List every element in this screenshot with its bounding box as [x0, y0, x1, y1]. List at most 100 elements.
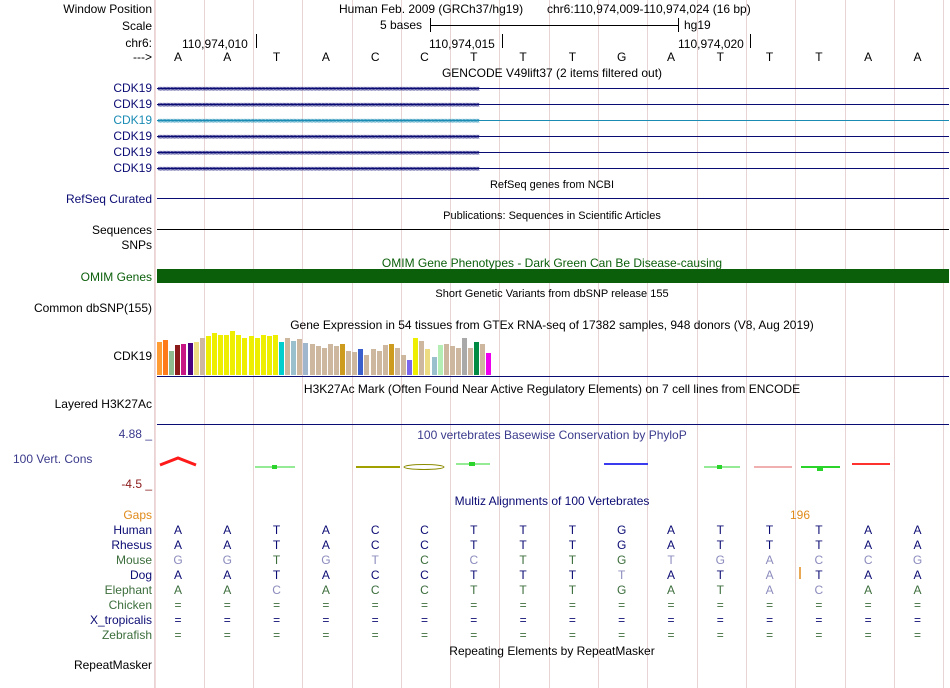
species-label[interactable]: X_tropicalis — [89, 613, 152, 627]
publications-track-label[interactable]: Sequences — [91, 223, 152, 237]
gtex-tissue-bar[interactable] — [248, 336, 254, 375]
gtex-tissue-bar[interactable] — [321, 348, 327, 375]
repeatmasker-track-label[interactable]: RepeatMasker — [73, 658, 152, 672]
gtex-tissue-bar[interactable] — [315, 346, 321, 375]
gtex-tissue-bar[interactable] — [413, 338, 419, 375]
gtex-tissue-bar[interactable] — [211, 333, 217, 375]
gtex-tissue-bar[interactable] — [419, 341, 425, 375]
aligned-base: A — [666, 523, 676, 537]
omim-feature-bar[interactable] — [157, 269, 949, 283]
gtex-tissue-bar[interactable] — [291, 341, 297, 375]
gtex-tissue-bar[interactable] — [199, 338, 205, 375]
gtex-tissue-bar[interactable] — [474, 342, 480, 375]
species-label[interactable]: Zebrafish — [101, 628, 152, 642]
gtex-tissue-bar[interactable] — [431, 357, 437, 375]
gtex-tissue-bar[interactable] — [449, 346, 455, 375]
gtex-tissue-bar[interactable] — [327, 344, 333, 375]
gtex-tissue-bar[interactable] — [187, 343, 193, 375]
gtex-tissue-bar[interactable] — [425, 349, 431, 375]
gtex-tissue-bar[interactable] — [370, 349, 376, 375]
gencode-transcript-line[interactable] — [157, 104, 949, 105]
gtex-tissue-bar[interactable] — [218, 335, 223, 375]
gtex-tissue-bar[interactable] — [272, 335, 278, 375]
phylop-track-label[interactable]: 100 Vert. Cons — [13, 452, 93, 466]
gtex-tissue-bar[interactable] — [297, 339, 303, 375]
gencode-transcript-line[interactable] — [157, 88, 949, 89]
aligned-base: = — [913, 613, 922, 627]
gtex-tissue-bar[interactable] — [364, 355, 370, 375]
gtex-tissue-bar[interactable] — [455, 348, 461, 375]
gencode-transcript-label[interactable]: CDK19 — [113, 161, 152, 175]
gencode-transcript-line[interactable] — [157, 168, 949, 169]
species-label[interactable]: Elephant — [104, 583, 152, 597]
gencode-transcript-label[interactable]: CDK19 — [113, 145, 152, 159]
gtex-tissue-bar[interactable] — [407, 360, 413, 375]
gtex-tissue-bar[interactable] — [224, 335, 230, 375]
gtex-tissue-bar[interactable] — [346, 351, 352, 375]
gtex-tissue-bar[interactable] — [388, 344, 394, 375]
aligned-base: A — [321, 523, 330, 537]
gtex-tissue-bar[interactable] — [260, 335, 266, 375]
snps-track-label[interactable]: SNPs — [121, 238, 152, 252]
gtex-tissue-bar[interactable] — [309, 344, 315, 375]
aligned-base: T — [568, 523, 577, 537]
h3k27ac-track-label[interactable]: Layered H3K27Ac — [54, 397, 152, 411]
gtex-tissue-bar[interactable] — [266, 336, 272, 375]
species-label[interactable]: Human — [113, 523, 152, 537]
publications-line[interactable] — [157, 229, 949, 230]
gtex-track-label[interactable]: CDK19 — [113, 349, 152, 363]
gtex-tissue-bar[interactable] — [443, 344, 449, 375]
aligned-base: G — [715, 553, 725, 567]
gtex-tissue-bar[interactable] — [205, 336, 211, 375]
gtex-tissue-bar[interactable] — [285, 338, 291, 375]
aligned-base: G — [617, 538, 627, 552]
gtex-tissue-bar[interactable] — [175, 345, 181, 375]
species-label[interactable]: Mouse — [115, 553, 152, 567]
gtex-tissue-bar[interactable] — [340, 344, 345, 375]
refseq-track-label[interactable]: RefSeq Curated — [65, 192, 152, 206]
gtex-tissue-bar[interactable] — [401, 355, 406, 375]
gtex-tissue-bar[interactable] — [163, 340, 169, 375]
gtex-tissue-bar[interactable] — [394, 348, 400, 375]
gtex-tissue-bar[interactable] — [193, 342, 199, 375]
gencode-transcript-line[interactable] — [157, 120, 949, 121]
gtex-tissue-bar[interactable] — [333, 346, 339, 375]
dbsnp-track-label[interactable]: Common dbSNP(155) — [33, 301, 152, 315]
gencode-transcript-label[interactable]: CDK19 — [113, 97, 152, 111]
species-label[interactable]: Chicken — [108, 598, 152, 612]
gaps-label[interactable]: Gaps — [123, 508, 152, 522]
gtex-tissue-bar[interactable] — [462, 338, 467, 375]
aligned-base: A — [913, 538, 922, 552]
gtex-tissue-bar[interactable] — [157, 342, 162, 375]
gencode-transcript-line[interactable] — [157, 152, 949, 153]
aligned-base: T — [568, 538, 577, 552]
gtex-tissue-bar[interactable] — [468, 348, 474, 375]
gtex-tissue-bar[interactable] — [236, 335, 242, 375]
gencode-transcript-label[interactable]: CDK19 — [113, 81, 152, 95]
gtex-tissue-bar[interactable] — [279, 342, 284, 375]
gtex-tissue-bar[interactable] — [437, 345, 443, 375]
aligned-base: C — [370, 523, 380, 537]
species-label[interactable]: Rhesus — [111, 538, 152, 552]
gtex-tissue-bar[interactable] — [358, 349, 364, 375]
position-readout[interactable]: chr6:110,974,009-110,974,024 (16 bp) — [547, 2, 751, 16]
omim-track-label[interactable]: OMIM Genes — [80, 270, 152, 284]
refseq-gene-line[interactable] — [157, 198, 949, 199]
gtex-tissue-bar[interactable] — [352, 352, 358, 375]
gtex-tissue-bar[interactable] — [480, 344, 486, 375]
gtex-tissue-bar[interactable] — [303, 343, 309, 375]
gtex-tissue-bar[interactable] — [376, 351, 382, 375]
gtex-tissue-bar[interactable] — [169, 351, 175, 375]
gtex-tissue-bar[interactable] — [382, 345, 388, 375]
gencode-transcript-label[interactable]: CDK19 — [113, 129, 152, 143]
gencode-transcript-line[interactable] — [157, 136, 949, 137]
gtex-tissue-bar[interactable] — [181, 344, 187, 375]
gencode-transcript-label[interactable]: CDK19 — [113, 113, 152, 127]
gtex-tissue-bar[interactable] — [230, 331, 236, 375]
gtex-tissue-bar[interactable] — [254, 338, 260, 375]
gtex-tissue-bar[interactable] — [242, 338, 248, 375]
species-label[interactable]: Dog — [129, 568, 152, 582]
gtex-tissue-bar[interactable] — [486, 353, 492, 375]
ruler-tick — [502, 34, 503, 48]
